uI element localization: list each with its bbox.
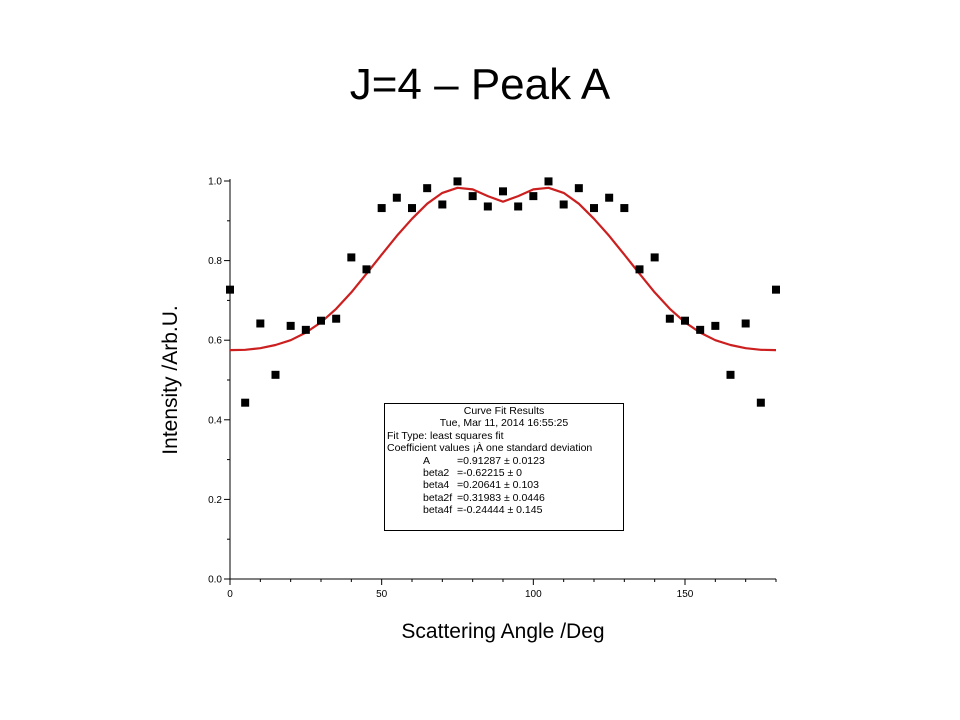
coefficient-name: beta4 (423, 479, 450, 492)
data-point (529, 192, 538, 201)
data-point (756, 398, 765, 407)
data-point (559, 200, 568, 209)
data-point (362, 265, 371, 274)
data-point (605, 193, 614, 202)
x-tick-label: 50 (376, 589, 388, 600)
y-tick-label: 0.2 (208, 495, 222, 506)
data-point (408, 204, 416, 213)
x-tick-label: 100 (525, 589, 542, 600)
data-point (392, 193, 401, 202)
coefficient-row: beta2 =-0.62215 ± 0 (387, 467, 621, 479)
data-point (681, 316, 689, 325)
data-point (347, 253, 356, 262)
fit-heading: Curve Fit Results (463, 405, 545, 417)
data-point (711, 321, 720, 330)
coefficient-row: A =0.91287 ± 0.0123 (387, 455, 621, 467)
data-point (635, 265, 644, 274)
x-tick-label: 150 (677, 589, 694, 600)
data-point (741, 319, 750, 328)
data-point (483, 202, 492, 211)
y-tick-label: 1.0 (208, 177, 222, 188)
y-tick-label: 0.8 (208, 256, 222, 267)
data-point (301, 325, 310, 334)
y-tick-label: 0.0 (208, 575, 222, 586)
data-point (620, 204, 629, 213)
data-point (256, 319, 265, 328)
data-point (377, 204, 386, 213)
data-point (438, 200, 447, 209)
data-point (271, 370, 280, 379)
data-point (423, 184, 432, 193)
coefficient-name: A (423, 454, 431, 467)
coefficient-value: =-0.62215 ± 0 (457, 467, 523, 480)
coefficient-row: beta4f =-0.24444 ± 0.145 (387, 504, 621, 516)
slide-title: J=4 – Peak A (349, 60, 611, 109)
data-point (317, 316, 325, 325)
x-axis-label: Scattering Angle /Deg (401, 620, 604, 643)
data-point (574, 184, 583, 193)
curve-fit-results-box: Curve Fit Results Tue, Mar 11, 2014 16:5… (384, 403, 624, 531)
fit-curve (229, 186, 777, 352)
coefficient-name: beta2 (423, 467, 450, 480)
y-tick-label: 0.4 (208, 415, 222, 426)
fit-type: Fit Type: least squares fit (387, 429, 504, 442)
coefficient-value: =-0.24444 ± 0.145 (457, 504, 543, 517)
data-point (468, 192, 477, 201)
data-point (514, 202, 523, 211)
data-point (665, 314, 674, 323)
coefficient-value: =0.91287 ± 0.0123 (457, 454, 545, 467)
fit-date: Tue, Mar 11, 2014 16:55:25 (439, 417, 569, 430)
coefficient-value: =0.20641 ± 0.103 (457, 479, 539, 492)
data-point (772, 285, 780, 294)
y-axis-label: Intensity /Arb.U. (159, 305, 182, 454)
data-point (332, 314, 341, 323)
data-point (499, 187, 507, 196)
data-point (286, 321, 295, 330)
data-point (226, 285, 234, 294)
data-point (650, 253, 659, 262)
data-point (544, 177, 553, 186)
data-point (453, 177, 462, 186)
coefficient-value: =0.31983 ± 0.0446 (457, 491, 545, 504)
coefficient-name: beta2f (423, 491, 453, 504)
data-point (590, 204, 598, 213)
coefficient-row: beta4 =0.20641 ± 0.103 (387, 479, 621, 491)
data-point (696, 325, 705, 334)
x-tick-label: 0 (227, 589, 233, 600)
y-tick-label: 0.6 (208, 336, 222, 347)
coefficient-header: Coefficient values ¡À one standard devia… (387, 442, 593, 455)
data-point (726, 370, 735, 379)
coefficient-name: beta4f (423, 504, 453, 517)
data-point (241, 398, 250, 407)
coefficient-row: beta2f =0.31983 ± 0.0446 (387, 492, 621, 504)
